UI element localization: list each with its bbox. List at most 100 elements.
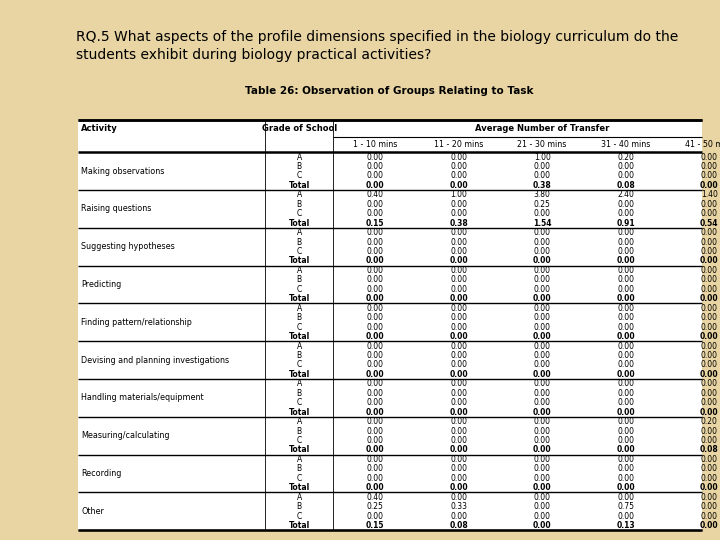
Text: 0.15: 0.15 [366,219,384,228]
Text: 0.00: 0.00 [701,474,718,483]
Text: 0.00: 0.00 [617,398,634,407]
Text: B: B [297,351,302,360]
Text: B: B [297,313,302,322]
Text: 0.00: 0.00 [617,266,634,275]
Text: 0.00: 0.00 [701,389,718,398]
Text: Handling materials/equipment: Handling materials/equipment [81,394,204,402]
Text: 0.00: 0.00 [450,511,467,521]
Text: 0.00: 0.00 [450,322,467,332]
Text: 0.00: 0.00 [366,266,384,275]
Text: 0.00: 0.00 [449,370,468,379]
Text: 0.00: 0.00 [450,313,467,322]
Text: 0.00: 0.00 [366,370,384,379]
Text: 0.00: 0.00 [700,408,719,417]
Text: 0.00: 0.00 [534,351,551,360]
Text: 0.00: 0.00 [366,332,384,341]
Text: 0.00: 0.00 [617,285,634,294]
Text: 0.00: 0.00 [450,275,467,285]
Text: 0.00: 0.00 [534,228,551,237]
Text: 0.00: 0.00 [701,351,718,360]
Text: 1.40: 1.40 [701,190,718,199]
Text: Total: Total [289,446,310,455]
Text: 0.00: 0.00 [534,322,551,332]
Text: 0.38: 0.38 [449,219,468,228]
Text: 0.00: 0.00 [701,492,718,502]
Text: 0.00: 0.00 [616,370,635,379]
Text: 0.00: 0.00 [617,360,634,369]
Text: 0.00: 0.00 [701,464,718,474]
Text: 0.00: 0.00 [701,275,718,285]
Text: 0.00: 0.00 [534,275,551,285]
Text: A: A [297,455,302,464]
Text: Predicting: Predicting [81,280,122,289]
Text: A: A [297,379,302,388]
Text: 0.00: 0.00 [366,200,384,209]
Text: 0.00: 0.00 [449,483,468,492]
Text: 0.00: 0.00 [617,389,634,398]
Text: 0.00: 0.00 [700,332,719,341]
Text: 0.13: 0.13 [616,521,635,530]
Text: 0.00: 0.00 [701,171,718,180]
Text: 0.00: 0.00 [449,181,468,190]
Text: 0.20: 0.20 [701,417,718,426]
Text: 0.00: 0.00 [534,285,551,294]
Text: 0.00: 0.00 [617,455,634,464]
Text: 0.00: 0.00 [701,285,718,294]
Text: 0.00: 0.00 [534,313,551,322]
Text: 0.00: 0.00 [616,408,635,417]
Text: Total: Total [289,332,310,341]
Text: Total: Total [289,370,310,379]
Text: 3.80: 3.80 [534,190,551,199]
Text: 0.00: 0.00 [534,379,551,388]
Text: 0.00: 0.00 [533,408,552,417]
Text: 0.40: 0.40 [366,492,384,502]
Text: 0.00: 0.00 [450,492,467,502]
Text: 0.40: 0.40 [366,190,384,199]
Text: 0.00: 0.00 [534,162,551,171]
Text: Table 26: Observation of Groups Relating to Task: Table 26: Observation of Groups Relating… [245,86,533,97]
Text: 0.00: 0.00 [366,238,384,247]
Text: Total: Total [289,483,310,492]
Text: 0.00: 0.00 [366,379,384,388]
Text: 0.00: 0.00 [366,464,384,474]
Text: 0.00: 0.00 [617,209,634,218]
Text: 0.00: 0.00 [450,303,467,313]
Text: B: B [297,502,302,511]
Text: 21 - 30 mins: 21 - 30 mins [518,140,567,149]
Text: C: C [297,398,302,407]
Text: Total: Total [289,256,310,266]
Text: Devising and planning investigations: Devising and planning investigations [81,356,230,364]
Text: 0.00: 0.00 [449,332,468,341]
Text: Total: Total [289,181,310,190]
Text: 0.08: 0.08 [616,181,635,190]
Text: 41 - 50 mins: 41 - 50 mins [685,140,720,149]
Text: 0.00: 0.00 [450,341,467,350]
Text: 0.00: 0.00 [450,152,467,161]
Text: 0.00: 0.00 [366,303,384,313]
Text: 0.00: 0.00 [366,398,384,407]
Text: 0.00: 0.00 [701,303,718,313]
Text: 0.00: 0.00 [366,171,384,180]
Text: A: A [297,341,302,350]
Text: Total: Total [289,408,310,417]
Text: 0.00: 0.00 [450,228,467,237]
Text: 0.00: 0.00 [366,152,384,161]
Text: 0.00: 0.00 [366,313,384,322]
Text: 0.00: 0.00 [701,398,718,407]
Text: 0.00: 0.00 [617,238,634,247]
Text: 0.20: 0.20 [617,152,634,161]
Text: 0.00: 0.00 [450,247,467,256]
Text: 0.00: 0.00 [534,266,551,275]
Text: 0.00: 0.00 [534,492,551,502]
Text: 0.00: 0.00 [533,294,552,303]
Text: B: B [297,162,302,171]
Text: C: C [297,171,302,180]
Text: 31 - 40 mins: 31 - 40 mins [601,140,650,149]
Text: 0.00: 0.00 [366,341,384,350]
Text: 0.00: 0.00 [616,446,635,455]
Text: 0.00: 0.00 [534,427,551,436]
Text: C: C [297,209,302,218]
Text: 0.00: 0.00 [450,427,467,436]
Text: 0.00: 0.00 [701,379,718,388]
Text: 0.00: 0.00 [701,313,718,322]
